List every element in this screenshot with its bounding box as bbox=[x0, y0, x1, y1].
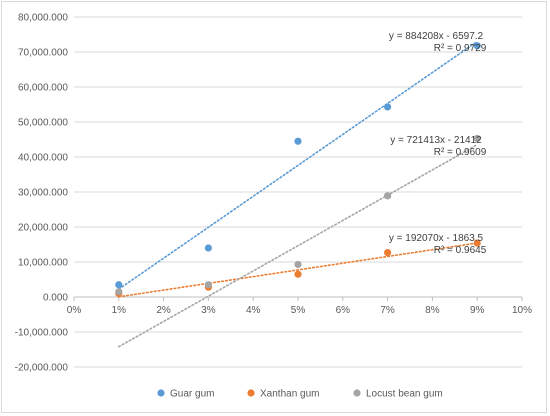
x-tick-label: 2% bbox=[156, 305, 171, 316]
trendline-r2: R² = 0.9729 bbox=[434, 43, 487, 54]
trendline-xanthan-gum bbox=[118, 242, 479, 298]
data-point-guar-gum bbox=[384, 103, 392, 111]
y-tick-label: 60,000.000 bbox=[18, 83, 68, 94]
data-points bbox=[115, 42, 481, 298]
legend-marker bbox=[157, 389, 165, 397]
x-tick-label: 1% bbox=[112, 305, 127, 316]
data-point-guar-gum bbox=[473, 42, 481, 50]
trendline-equations: y = 884208x - 6597.2R² = 0.9729 y = 19207… bbox=[389, 31, 487, 256]
trendline-equation: y = 721413x - 21412 bbox=[390, 135, 482, 146]
legend-marker bbox=[247, 389, 255, 397]
legend-entry: Xanthan gum bbox=[260, 389, 320, 400]
y-tick-label: 80,000.000 bbox=[18, 13, 68, 24]
x-tick-label: 4% bbox=[246, 305, 261, 316]
y-tick-label: 20,000.000 bbox=[18, 223, 68, 234]
data-point-locust-bean-gum bbox=[384, 192, 392, 200]
trendline-locust-bean-gum bbox=[118, 143, 479, 348]
x-tick-label: 10% bbox=[512, 305, 532, 316]
y-tick-label: 30,000.000 bbox=[18, 188, 68, 199]
data-point-locust-bean-gum bbox=[473, 134, 481, 143]
data-point-guar-gum bbox=[115, 281, 123, 289]
data-point-locust-bean-gum bbox=[115, 288, 123, 296]
data-point-xanthan-gum bbox=[473, 239, 481, 247]
legend-entry: Locust bean gum bbox=[366, 389, 443, 400]
y-tick-label: 10,000.000 bbox=[18, 258, 68, 269]
data-point-xanthan-gum bbox=[294, 270, 302, 278]
trendline-equation: y = 884208x - 6597.2 bbox=[389, 31, 484, 42]
legend-marker bbox=[353, 389, 361, 397]
data-point-xanthan-gum bbox=[384, 248, 392, 257]
gridlines bbox=[74, 16, 522, 368]
trendlines bbox=[118, 40, 479, 348]
x-tick-label: 3% bbox=[201, 305, 216, 316]
trendline-equation: y = 192070x - 1863.5 bbox=[389, 233, 484, 244]
data-point-guar-gum bbox=[204, 244, 212, 252]
x-tick-label: 9% bbox=[470, 305, 485, 316]
y-tick-label: -20,000.000 bbox=[15, 363, 69, 374]
legend: Guar gum Xanthan gum Locust bean gum bbox=[157, 389, 443, 400]
y-tick-label: 50,000.000 bbox=[18, 118, 68, 129]
legend-entry: Guar gum bbox=[170, 389, 214, 400]
x-tick-label: 8% bbox=[425, 305, 440, 316]
trendline-r2: R² = 0.9609 bbox=[434, 147, 487, 158]
x-tick-label: 6% bbox=[336, 305, 351, 316]
x-tick-label: 0% bbox=[67, 305, 82, 316]
data-point-locust-bean-gum bbox=[204, 281, 212, 289]
x-tick-label: 5% bbox=[291, 305, 306, 316]
y-tick-label: 40,000.000 bbox=[18, 153, 68, 164]
y-tick-label: -10,000.000 bbox=[15, 328, 69, 339]
data-point-locust-bean-gum bbox=[294, 260, 302, 269]
trendline-r2: R² = 0.9645 bbox=[434, 245, 487, 256]
y-tick-label: 70,000.000 bbox=[18, 48, 68, 59]
x-tick-label: 7% bbox=[380, 305, 395, 316]
data-point-guar-gum bbox=[294, 137, 302, 145]
y-tick-label: 0.000 bbox=[43, 293, 68, 304]
axes: -20,000.000 -10,000.000 0.000 10,000.000 20,… bbox=[15, 13, 533, 374]
trendline-guar-gum bbox=[118, 40, 479, 290]
